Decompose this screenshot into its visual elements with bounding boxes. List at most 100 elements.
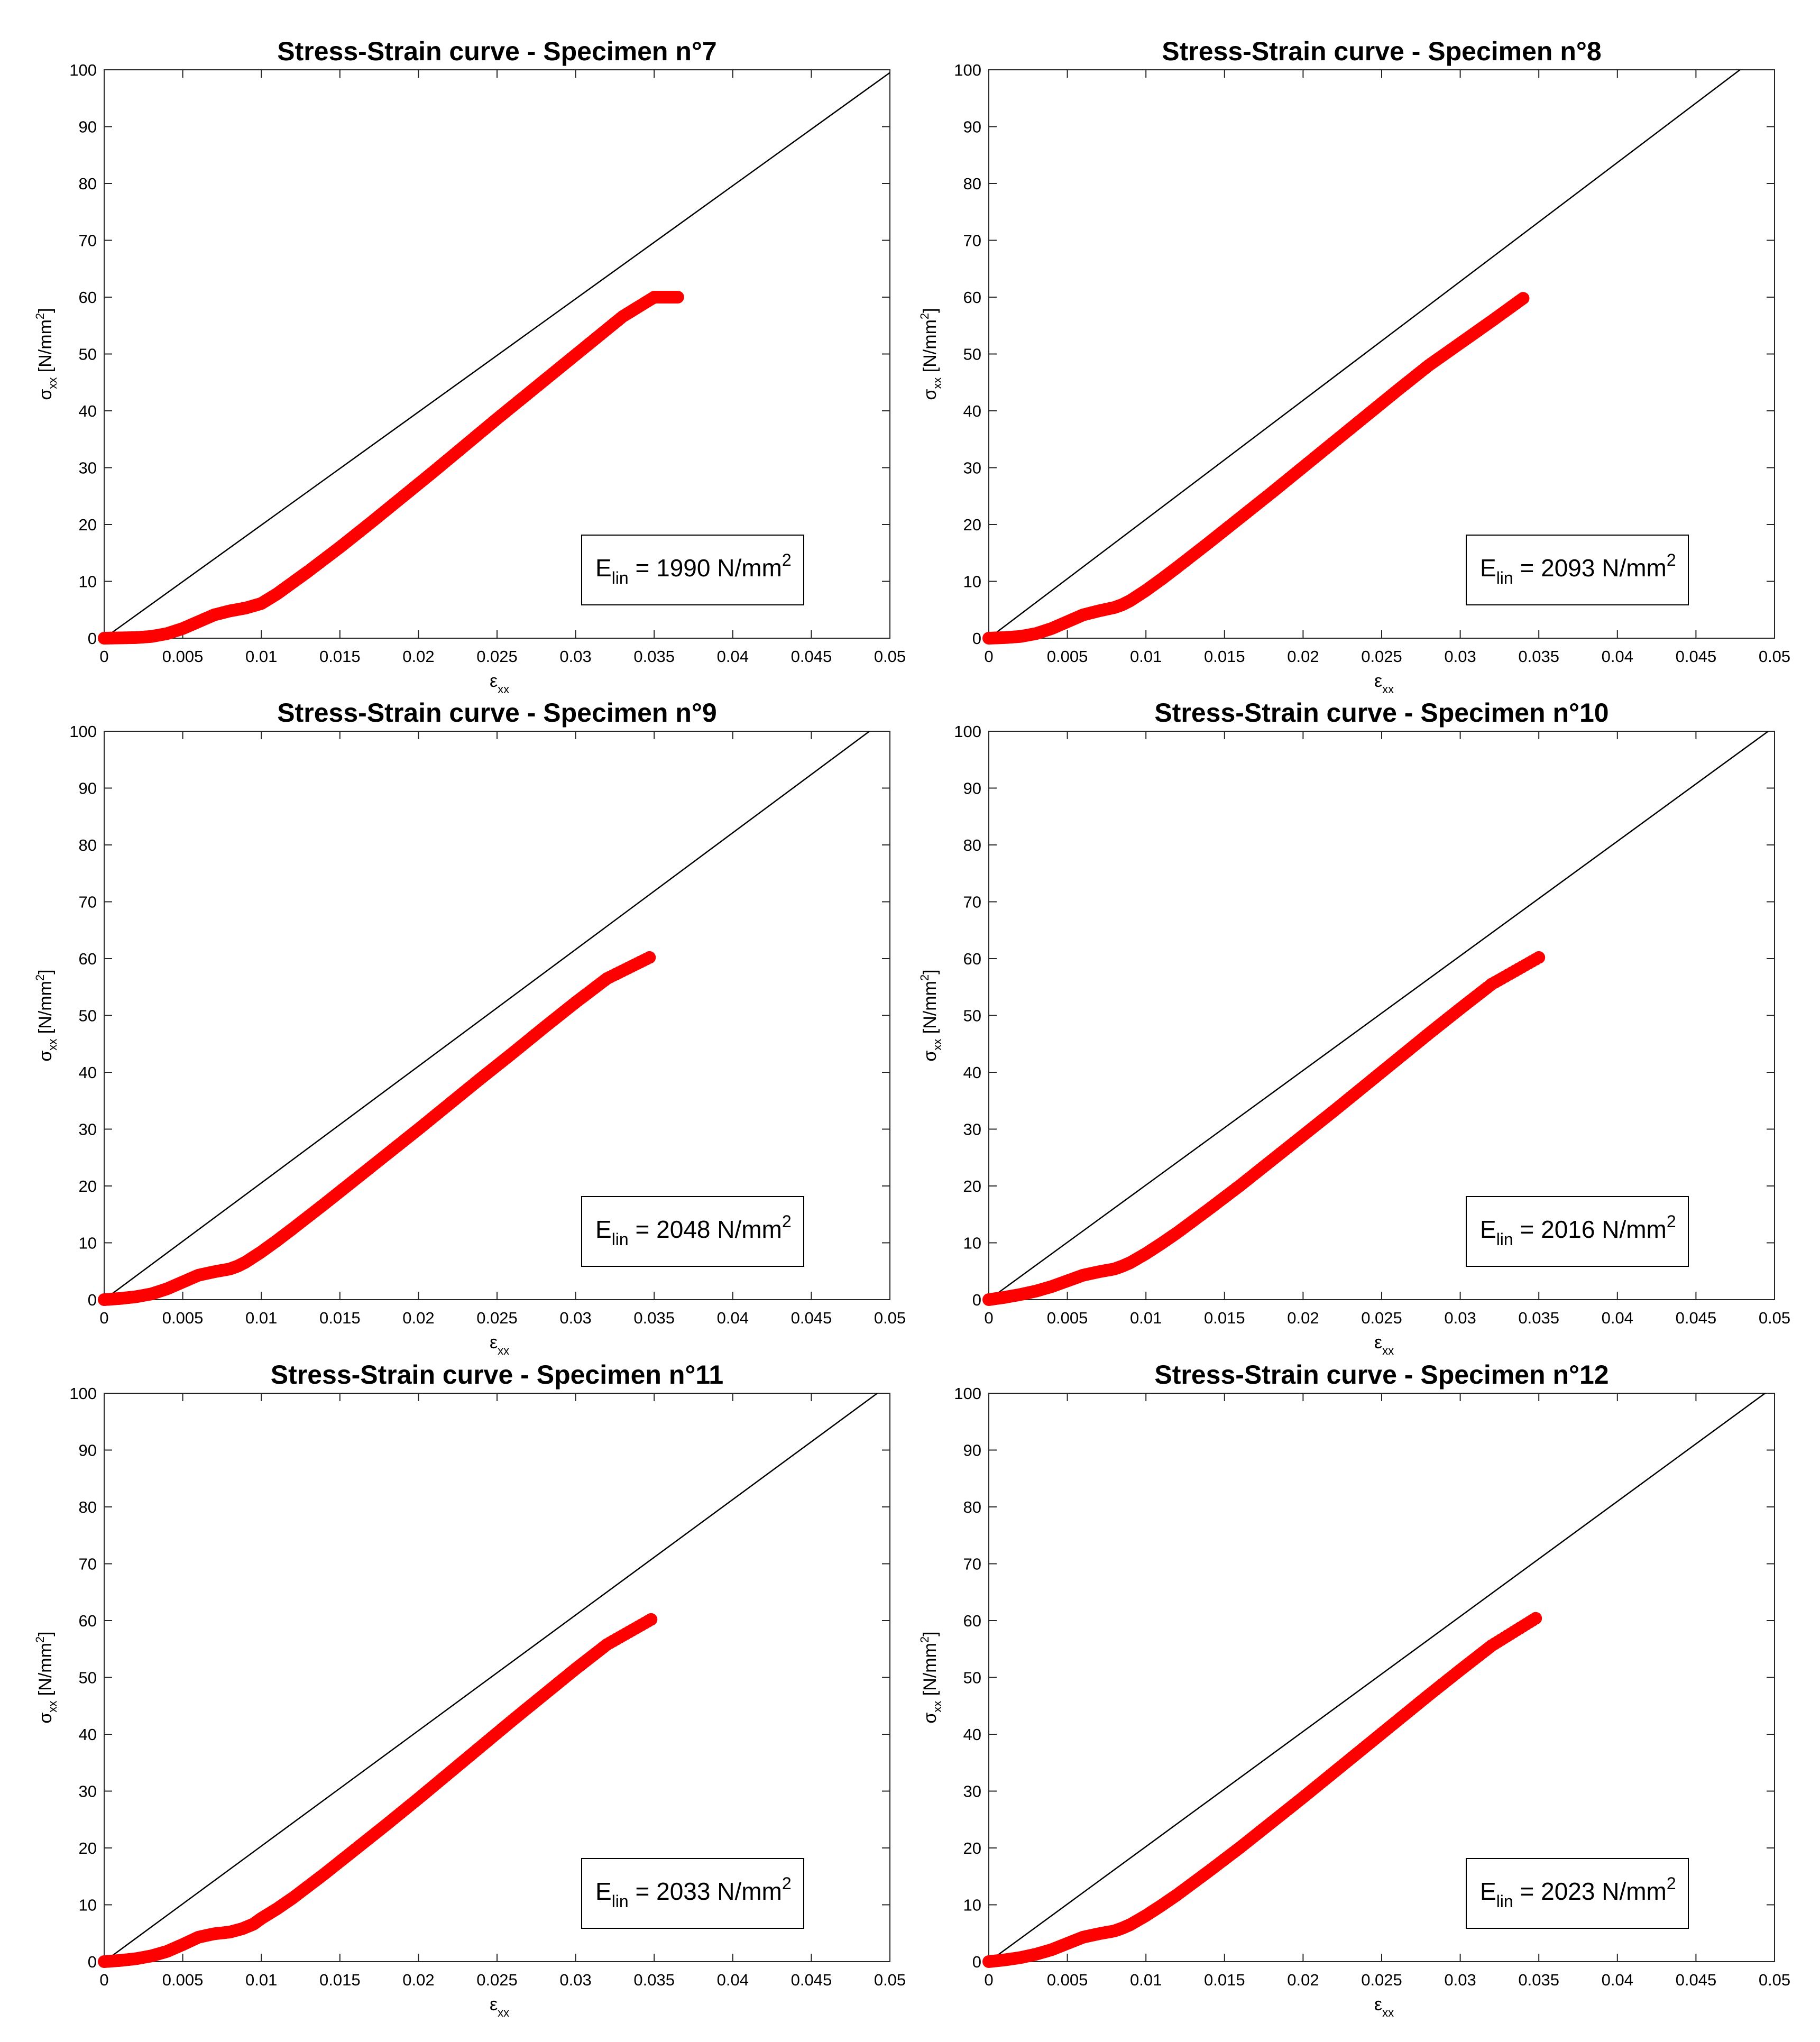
- x-axis-symbol: ε: [490, 671, 498, 691]
- x-tick-label: 0.005: [162, 1309, 204, 1327]
- y-tick-label: 40: [79, 1063, 97, 1082]
- modulus-box: [581, 535, 804, 605]
- x-tick-label: 0.03: [1444, 1971, 1476, 1989]
- x-tick-label: 0.005: [1047, 647, 1088, 666]
- x-axis-subscript: xx: [498, 683, 509, 696]
- x-tick-label: 0.01: [1130, 647, 1162, 666]
- chart-panel-5: 0 0.005 0.01 0.015 0.02 0.025 0.03 0.035 0.04 0.0…: [33, 1360, 906, 2019]
- x-tick-label: 0.035: [1518, 1971, 1559, 1989]
- y-tick-label: 30: [963, 1782, 981, 1801]
- modulus-subscript: lin: [1496, 568, 1513, 587]
- y-tick-label: 0: [88, 1953, 97, 1971]
- linear-fit-line: [104, 72, 890, 638]
- y-axis-unit: [N/mm: [920, 319, 940, 378]
- y-tick-label: 60: [963, 288, 981, 307]
- modulus-symbol: E: [595, 1878, 612, 1905]
- y-tick-label: 70: [79, 232, 97, 250]
- modulus-value: = 2023 N/mm: [1513, 1878, 1667, 1905]
- y-tick-label: 50: [963, 345, 981, 364]
- modulus-subscript: lin: [1496, 1230, 1513, 1249]
- x-tick-label: 0.03: [559, 647, 591, 666]
- x-axis-symbol: ε: [1374, 671, 1382, 691]
- x-tick-label: 0.03: [1444, 647, 1476, 666]
- x-tick-label: 0.015: [1204, 1309, 1245, 1327]
- y-axis-unit: [N/mm: [920, 1643, 940, 1701]
- y-axis-superscript: 2: [918, 313, 931, 319]
- modulus-label: Elin = 2048 N/mm2: [595, 1212, 792, 1249]
- x-tick-label: 0: [984, 647, 993, 666]
- x-tick-label: 0.04: [717, 647, 749, 666]
- y-axis-close: ]: [35, 1631, 56, 1636]
- x-tick-label: 0.035: [633, 1971, 675, 1989]
- x-tick-label: 0: [99, 647, 108, 666]
- data-point: [1529, 1612, 1542, 1625]
- modulus-box: [1466, 1196, 1689, 1267]
- linear-fit-line: [989, 731, 1769, 1300]
- y-tick-label: 30: [963, 459, 981, 477]
- y-tick-label: 100: [69, 61, 97, 79]
- y-axis-superscript: 2: [918, 974, 931, 981]
- modulus-superscript: 2: [1667, 1212, 1676, 1231]
- modulus-subscript: lin: [612, 1892, 629, 1911]
- y-axis-subscript: xx: [931, 378, 944, 389]
- x-tick-label: 0.005: [1047, 1971, 1088, 1989]
- x-tick-label: 0.045: [791, 1309, 832, 1327]
- modulus-label: Elin = 2023 N/mm2: [1480, 1874, 1676, 1911]
- y-axis-symbol: σ: [920, 1051, 940, 1062]
- x-tick-label: 0.01: [1130, 1309, 1162, 1327]
- x-tick-label: 0.02: [1287, 1971, 1319, 1989]
- x-axis-subscript: xx: [498, 2006, 509, 2019]
- y-tick-label: 50: [79, 1669, 97, 1687]
- x-axis-label: εxx: [490, 671, 509, 696]
- x-tick-label: 0.045: [791, 1971, 832, 1989]
- y-tick-label: 80: [79, 174, 97, 193]
- x-tick-label: 0.01: [245, 647, 277, 666]
- y-axis-close: ]: [920, 969, 940, 974]
- y-tick-label: 100: [954, 1384, 981, 1403]
- x-tick-label: 0.01: [245, 1309, 277, 1327]
- modulus-value: = 2093 N/mm: [1513, 554, 1667, 582]
- x-tick-label: 0.045: [1676, 1309, 1717, 1327]
- y-tick-label: 40: [963, 1725, 981, 1744]
- y-tick-label: 70: [79, 1555, 97, 1574]
- y-tick-label: 90: [79, 779, 97, 798]
- y-axis-close: ]: [920, 1631, 940, 1636]
- x-tick-label: 0.01: [1130, 1971, 1162, 1989]
- x-axis-label: εxx: [1374, 1994, 1394, 2019]
- chart-panel-1: 0 0.005 0.01 0.015 0.02 0.025 0.03 0.035 0.04 0.0…: [33, 36, 906, 696]
- modulus-box: [581, 1196, 804, 1267]
- modulus-value: = 2033 N/mm: [629, 1878, 782, 1905]
- modulus-subscript: lin: [612, 568, 629, 587]
- modulus-label: Elin = 2016 N/mm2: [1480, 1212, 1676, 1249]
- x-tick-label: 0.015: [319, 1309, 361, 1327]
- y-tick-label: 20: [963, 1177, 981, 1195]
- x-tick-label: 0.05: [874, 1971, 906, 1989]
- modulus-symbol: E: [1480, 1216, 1496, 1243]
- linear-fit-line: [989, 1393, 1766, 1962]
- x-tick-label: 0.015: [319, 647, 361, 666]
- x-tick-label: 0.05: [1759, 647, 1790, 666]
- x-tick-label: 0.04: [1602, 1309, 1633, 1327]
- y-axis-label: σxx [N/mm2]: [918, 308, 944, 400]
- x-tick-label: 0.05: [1759, 1309, 1790, 1327]
- y-tick-label: 50: [79, 345, 97, 364]
- modulus-value: = 1990 N/mm: [629, 554, 782, 582]
- x-tick-label: 0.02: [1287, 647, 1319, 666]
- y-tick-label: 60: [963, 1612, 981, 1630]
- x-tick-label: 0.015: [1204, 1971, 1245, 1989]
- x-axis-label: εxx: [1374, 671, 1394, 696]
- y-axis-superscript: 2: [33, 313, 47, 319]
- y-axis-symbol: σ: [35, 1051, 56, 1062]
- y-tick-label: 20: [963, 516, 981, 534]
- y-tick-label: 90: [79, 1441, 97, 1460]
- x-tick-label: 0.02: [402, 1309, 434, 1327]
- y-tick-label: 70: [963, 232, 981, 250]
- chart-panel-6: 0 0.005 0.01 0.015 0.02 0.025 0.03 0.035 0.04 0.0…: [918, 1360, 1790, 2019]
- y-axis-symbol: σ: [920, 389, 940, 400]
- y-tick-label: 40: [79, 1725, 97, 1744]
- y-tick-label: 0: [972, 629, 981, 648]
- data-point: [645, 1613, 658, 1626]
- y-axis-label: σxx [N/mm2]: [918, 1631, 944, 1723]
- x-tick-label: 0.015: [1204, 647, 1245, 666]
- y-axis-symbol: σ: [920, 1713, 940, 1724]
